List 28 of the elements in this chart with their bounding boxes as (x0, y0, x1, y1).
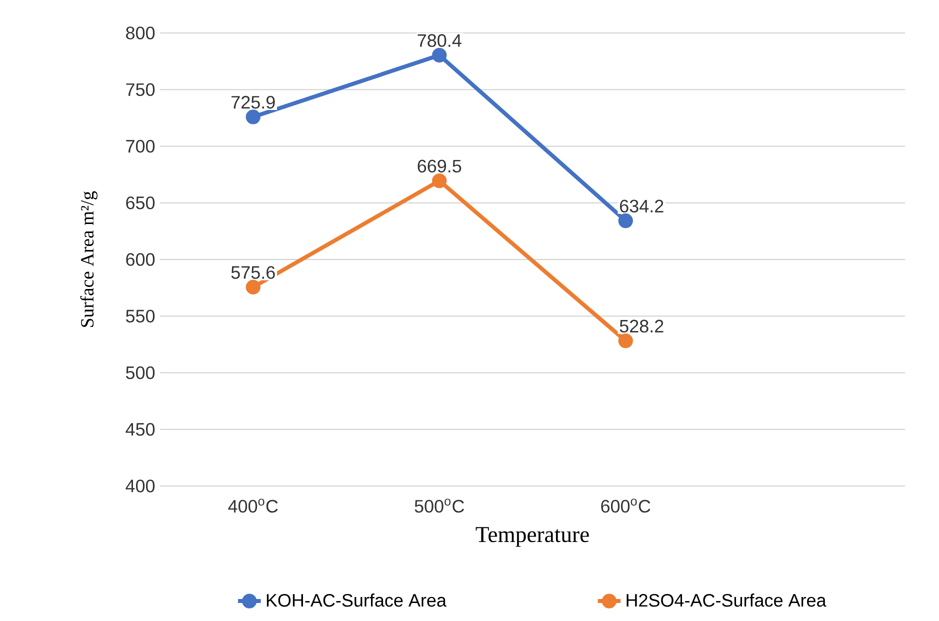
point (432, 48, 447, 63)
data-label: 725.9 (232, 96, 275, 109)
point (618, 213, 633, 228)
x-tick-label: 400$^{o}$C (228, 498, 278, 513)
y-tick-label: 600 (126, 253, 155, 266)
y-tick-label: 550 (126, 310, 155, 322)
y-tick-label: 450 (126, 422, 155, 436)
y-tick-label: 650 (126, 196, 155, 210)
point (432, 173, 447, 188)
y-axis-title: Surface Area m²/g (80, 191, 98, 327)
legend-label: H2SO4-AC-Surface Area (626, 594, 826, 607)
point (246, 110, 260, 124)
data-label: 528.2 (620, 320, 664, 333)
data-label: 669.5 (418, 160, 462, 173)
point (618, 333, 633, 348)
data-label: 780.4 (418, 34, 462, 47)
y-tick-label: 500 (126, 366, 155, 380)
x-tick-label: 600$^{o}$C (601, 498, 650, 513)
y-tick-label: 800 (126, 26, 155, 40)
y-tick-label: 750 (126, 83, 155, 96)
x-tick-label: 500$^{o}$C (414, 498, 464, 513)
point (246, 280, 260, 294)
data-label: 634.2 (620, 200, 664, 212)
data-label: 575.6 (231, 266, 275, 279)
y-tick-label: 700 (126, 140, 155, 153)
legend-label: KOH-AC-Surface Area (266, 594, 446, 607)
x-axis-title: Temperature (476, 527, 589, 547)
y-tick-label: 400 (126, 480, 155, 492)
